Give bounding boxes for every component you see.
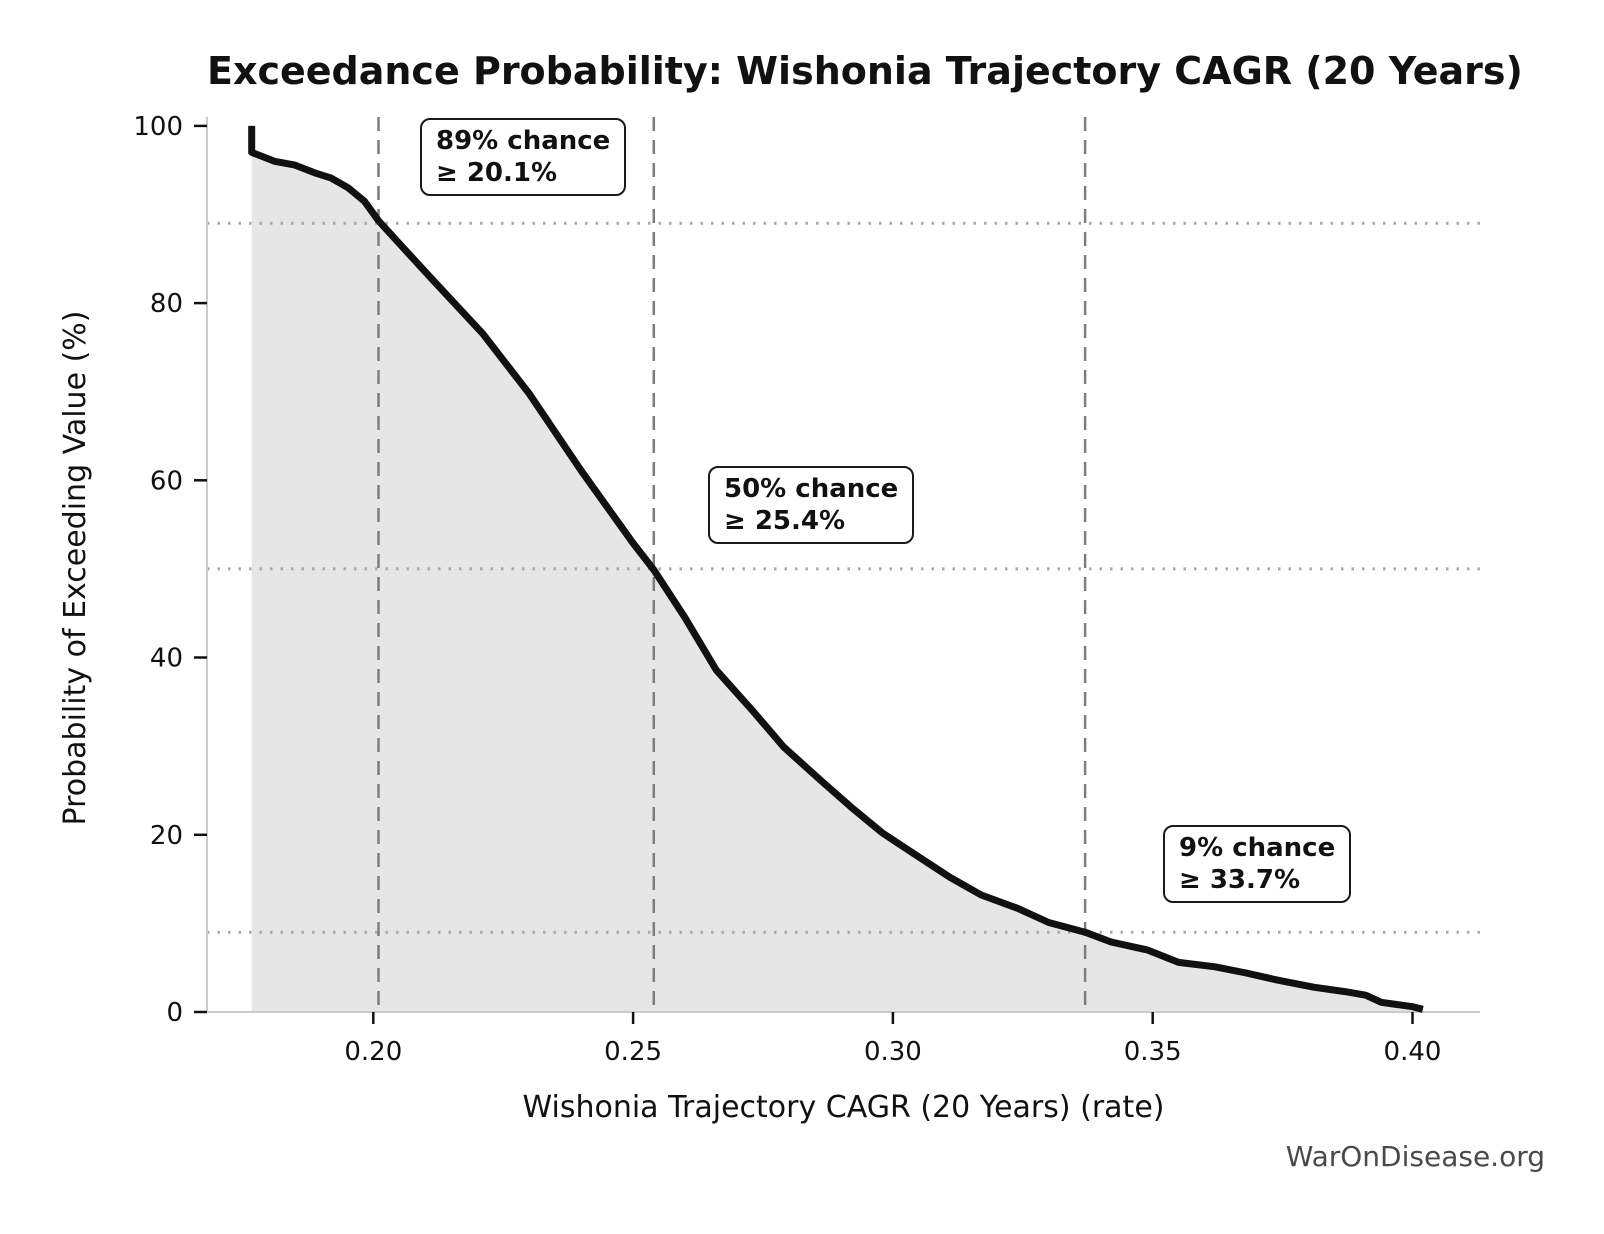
x-axis-label: Wishonia Trajectory CAGR (20 Years) (rat… xyxy=(522,1090,1165,1125)
annotation-89-percent-chance: 89% chance ≥ 20.1% xyxy=(420,118,627,196)
exceedance-probability-curve xyxy=(248,125,1424,1013)
x-tick-label: 0.30 xyxy=(864,1037,922,1067)
x-tick-label: 0.25 xyxy=(604,1037,662,1067)
x-tick-label: 0.20 xyxy=(344,1037,402,1067)
x-tick-label: 0.35 xyxy=(1124,1037,1182,1067)
x-tick-label: 0.40 xyxy=(1384,1037,1442,1067)
y-tick-label: 80 xyxy=(150,289,183,319)
annotation-threshold-text: ≥ 33.7% xyxy=(1179,865,1301,895)
annotation-threshold-text: ≥ 25.4% xyxy=(724,506,846,536)
annotation-50-percent-chance: 50% chance ≥ 25.4% xyxy=(708,466,915,544)
y-tick-label: 60 xyxy=(150,466,183,496)
annotation-chance-text: 50% chance xyxy=(724,474,899,504)
annotation-chance-text: 9% chance xyxy=(1179,833,1336,863)
area-under-curve xyxy=(251,125,1423,1012)
annotation-threshold-text: ≥ 20.1% xyxy=(436,158,558,188)
watermark-text: WarOnDisease.org xyxy=(1285,1140,1545,1173)
y-axis-label: Probability of Exceeding Value (%) xyxy=(58,310,93,826)
annotation-9-percent-chance: 9% chance ≥ 33.7% xyxy=(1163,825,1352,903)
y-tick-label: 100 xyxy=(133,112,183,142)
annotation-chance-text: 89% chance xyxy=(436,126,611,156)
chart-title: Exceedance Probability: Wishonia Traject… xyxy=(207,49,1523,93)
y-tick-label: 20 xyxy=(150,821,183,851)
y-tick-label: 40 xyxy=(150,644,183,674)
y-tick-label: 0 xyxy=(166,998,183,1028)
